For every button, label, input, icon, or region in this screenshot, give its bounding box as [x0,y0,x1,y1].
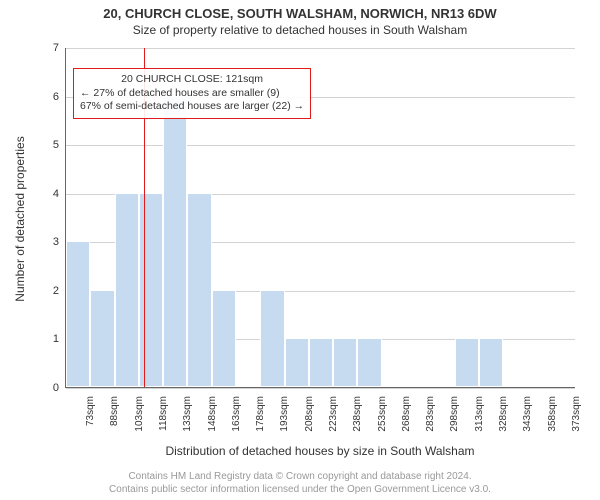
x-tick-label: 193sqm [279,396,290,446]
y-tick-label: 2 [39,285,59,297]
histogram-bar [115,193,139,387]
x-tick-label: 118sqm [158,396,169,446]
x-tick-label: 88sqm [109,396,120,446]
x-tick-label: 343sqm [522,396,533,446]
x-tick-label: 373sqm [571,396,582,446]
x-tick-label: 253sqm [377,396,388,446]
x-tick-label: 223sqm [328,396,339,446]
histogram-bar [163,96,187,387]
histogram-bar [212,290,236,387]
x-tick-label: 148sqm [207,396,218,446]
x-tick-label: 298sqm [449,396,460,446]
histogram-bar [187,193,211,387]
x-tick-label: 208sqm [304,396,315,446]
histogram-bar [285,338,309,387]
gridline-h [66,388,575,389]
x-tick-label: 163sqm [231,396,242,446]
histogram-bar [90,290,114,387]
y-tick-label: 0 [39,382,59,394]
x-tick-label: 358sqm [547,396,558,446]
y-tick-label: 4 [39,188,59,200]
histogram-bar [455,338,479,387]
histogram-bar [479,338,503,387]
histogram-bar [260,290,284,387]
chart-subtitle: Size of property relative to detached ho… [0,21,600,37]
footer-attribution: Contains HM Land Registry data © Crown c… [0,470,600,496]
x-tick-label: 238sqm [352,396,363,446]
histogram-bar [139,193,163,387]
histogram-bar [309,338,333,387]
y-tick-label: 3 [39,236,59,248]
histogram-bar [66,241,90,387]
chart-title: 20, CHURCH CLOSE, SOUTH WALSHAM, NORWICH… [0,0,600,21]
gridline-h [66,48,575,49]
x-tick-label: 283sqm [425,396,436,446]
annotation-box: 20 CHURCH CLOSE: 121sqm← 27% of detached… [73,68,311,119]
x-tick-label: 268sqm [401,396,412,446]
x-tick-label: 73sqm [85,396,96,446]
x-tick-label: 328sqm [498,396,509,446]
x-axis-label: Distribution of detached houses by size … [65,444,575,458]
y-tick-label: 1 [39,333,59,345]
x-tick-label: 133sqm [182,396,193,446]
y-tick-label: 6 [39,91,59,103]
histogram-bar [333,338,357,387]
histogram-bar [357,338,381,387]
annotation-line: ← 27% of detached houses are smaller (9) [80,87,304,101]
x-tick-label: 103sqm [134,396,145,446]
annotation-line: 67% of semi-detached houses are larger (… [80,100,304,114]
gridline-h [66,145,575,146]
footer-line-1: Contains HM Land Registry data © Crown c… [0,470,600,483]
x-tick-label: 178sqm [255,396,266,446]
annotation-line: 20 CHURCH CLOSE: 121sqm [80,73,304,87]
x-tick-label: 313sqm [474,396,485,446]
y-tick-label: 7 [39,42,59,54]
y-tick-label: 5 [39,139,59,151]
y-axis-label: Number of detached properties [13,136,27,301]
footer-line-2: Contains public sector information licen… [0,483,600,496]
